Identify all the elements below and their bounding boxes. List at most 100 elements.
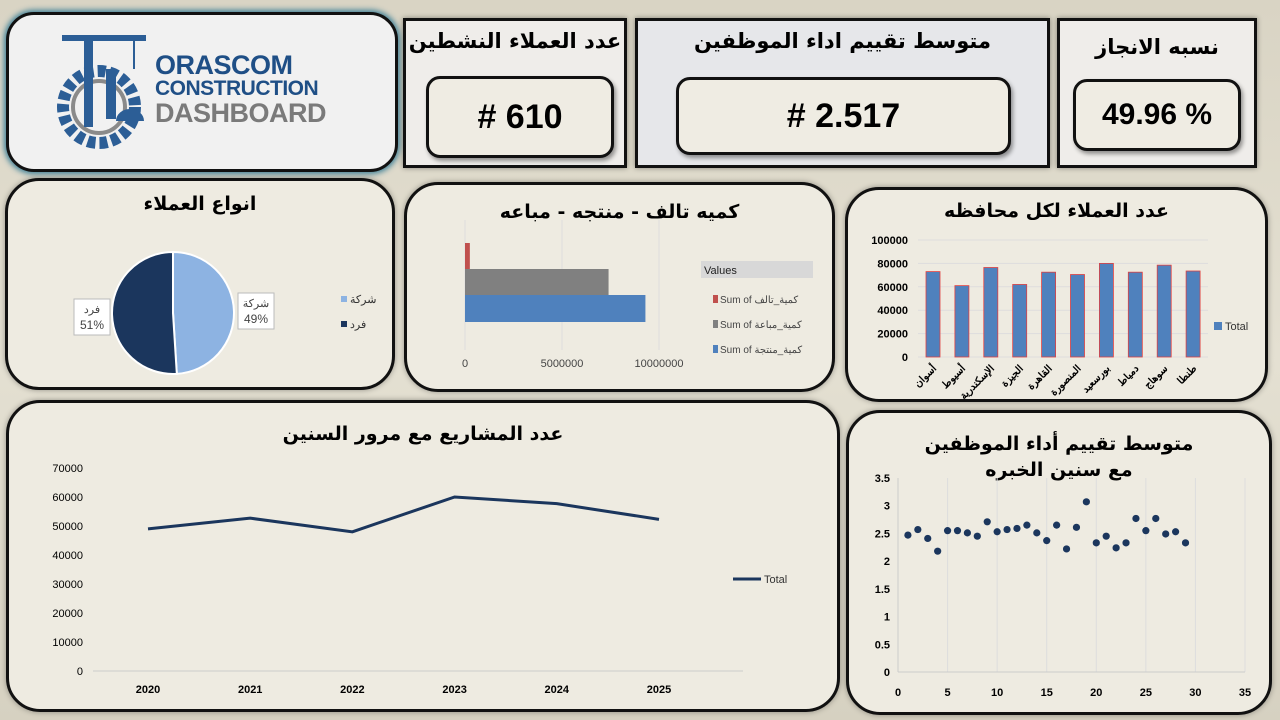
scatter-point [1072, 523, 1081, 531]
pie-panel: انواع العملاء شركة 49% شركة فرد 51% فرد [5, 178, 395, 390]
x-tick-label: دمياط [1116, 363, 1142, 389]
scatter-point [1023, 521, 1031, 529]
scatter-point [1092, 539, 1100, 547]
x-tick-label: سوهاج [1143, 363, 1171, 391]
y-tick-label: 50000 [52, 521, 83, 533]
scatter-point [1082, 498, 1090, 506]
x-tick-label: 5 [945, 687, 951, 699]
legend-swatch [341, 296, 347, 302]
x-tick-label: 2025 [647, 684, 671, 696]
x-tick-label: 15 [1041, 687, 1053, 699]
x-tick-label: 2022 [340, 684, 364, 696]
kpi-title: متوسط تقييم اداء الموظفين [693, 29, 992, 53]
scatter-point [1043, 537, 1051, 545]
data-label-name: شركة [243, 298, 269, 310]
scatter-point [934, 547, 942, 555]
scatter-point [963, 529, 971, 537]
kpi-value: # 2.517 [676, 77, 1011, 155]
x-tick-label: الجيزة [1000, 363, 1026, 389]
bar [1070, 274, 1085, 358]
chart-title: عدد العملاء لكل محافظه [943, 200, 1169, 222]
legend-label: Sum of كمية_تالف [720, 295, 798, 306]
bar [1012, 284, 1028, 358]
x-tick-label: 5000000 [541, 358, 584, 370]
legend-swatch [341, 321, 347, 327]
y-tick-label: 30000 [52, 579, 83, 591]
y-tick-label: 40000 [52, 550, 83, 562]
scatter-point [953, 527, 962, 535]
logo-line3: DASHBOARD [155, 98, 327, 128]
chart-title: كميه تالف - منتجه - مباعه [499, 201, 740, 223]
scatter-point [1053, 521, 1061, 529]
line-panel: عدد المشاريع مع مرور السنين 0 10000 20000 3… [6, 400, 840, 712]
line-series [147, 495, 660, 534]
scatter-point [1152, 514, 1160, 523]
y-tick-label: 1.5 [875, 584, 890, 596]
legend-title: Values [704, 265, 737, 277]
scatter-point [943, 527, 952, 535]
kpi-value: 49.96 % [1073, 79, 1241, 151]
kpi-title: عدد العملاء النشطين [408, 29, 622, 53]
data-label-box [73, 298, 111, 336]
scatter-point [1142, 527, 1150, 535]
pie-chart: شركة 49% شركة فرد 51% فرد [73, 250, 376, 375]
scatter-point [904, 531, 912, 539]
x-tick-label: 30 [1189, 687, 1201, 699]
x-tick-label: 2021 [238, 684, 262, 696]
x-tick-label: 10 [991, 687, 1003, 699]
x-tick-label: 10000000 [635, 358, 684, 370]
legend-label: شركة [350, 294, 376, 306]
bar [983, 267, 999, 358]
scatter-point [1172, 528, 1180, 536]
y-tick-label: 0 [884, 667, 890, 679]
x-tick-label: أسيوط [939, 362, 969, 392]
y-tick-label: 20000 [877, 329, 908, 341]
scatter-point [1013, 524, 1021, 533]
y-tick-label: 0 [902, 352, 908, 364]
legend-title-bg [701, 261, 813, 278]
y-tick-label: 3.5 [875, 473, 890, 485]
kpi-active-clients: عدد العملاء النشطين # 610 [403, 18, 627, 168]
logo-line1: ORASCOM [155, 50, 293, 80]
scatter-point [1132, 514, 1140, 523]
kpi-avg-rating: متوسط تقييم اداء الموظفين # 2.517 [635, 18, 1050, 168]
y-tick-label: 60000 [877, 282, 908, 294]
crane-gear-icon [57, 35, 146, 149]
y-tick-label: 0 [77, 666, 83, 678]
y-tick-label: 1 [884, 612, 890, 624]
legend-swatch [713, 295, 718, 303]
legend-swatch [713, 320, 718, 328]
y-tick-label: 80000 [877, 258, 908, 270]
y-tick-label: 60000 [52, 492, 83, 504]
x-tick-label: 20 [1090, 687, 1102, 699]
bar-panel: عدد العملاء لكل محافظه 0 20000 40000 60000 8… [845, 187, 1268, 402]
scatter-point [1003, 525, 1011, 534]
x-tick-label: 2024 [545, 684, 570, 696]
y-tick-label: 2 [884, 556, 890, 568]
y-tick-label: 100000 [871, 235, 908, 247]
chart-title: عدد المشاريع مع مرور السنين [282, 423, 564, 445]
legend-swatch [1214, 322, 1222, 330]
x-tick-label: أسوان [911, 362, 939, 390]
scatter-chart: 0 5 10 15 20 25 30 35 0 0.5 1 1.5 2 2.5 3 3.5 [875, 473, 1251, 699]
x-tick-label: 0 [462, 358, 468, 370]
bar [1098, 263, 1114, 358]
legend-label: Total [1225, 321, 1248, 333]
bar [1041, 271, 1057, 358]
scatter-point [914, 525, 922, 534]
line-chart: 0 10000 20000 30000 40000 50000 60000 70000 2020… [52, 463, 787, 696]
y-tick-label: 10000 [52, 637, 83, 649]
scatter-point [1033, 529, 1041, 537]
data-label-box [237, 292, 275, 330]
bar [465, 269, 609, 295]
chart-title: متوسط تقييم أداء الموظفين مع سنين الخبره [924, 433, 1194, 481]
legend-label: Total [764, 574, 787, 586]
bar [465, 295, 646, 322]
pie-slice [172, 250, 235, 375]
x-tick-label: 25 [1140, 687, 1152, 699]
scatter-point [973, 532, 981, 540]
legend-label: Sum of كمية_مباعة [720, 320, 802, 331]
hbar-panel: كميه تالف - منتجه - مباعه 0 5000000 100000… [404, 182, 835, 392]
hbar-chart: 0 5000000 10000000 Sum of كمية_تالف Sum of ك… [462, 220, 813, 370]
x-tick-label: بورسعيد [1081, 363, 1113, 395]
